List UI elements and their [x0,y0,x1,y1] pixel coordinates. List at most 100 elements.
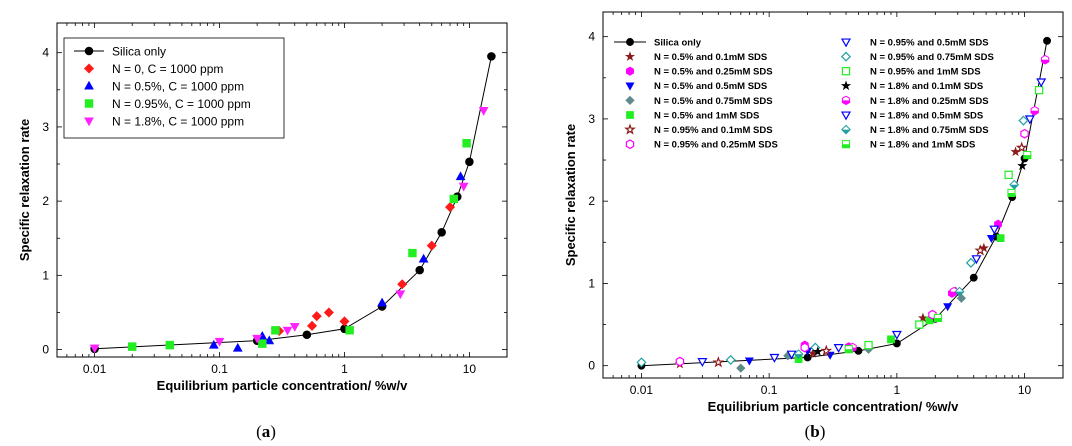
legend-label: Silica only [654,37,702,48]
series-4 [736,293,966,373]
data-point [1020,128,1029,139]
legend-entry: N = 0.95% and 0.1mM SDS [624,123,773,136]
panel-b-caption: (b) [805,422,826,441]
data-point [736,363,746,373]
legend-entry: N = 1.8% and 1mM SDS [841,140,975,151]
legend-marker [625,139,635,150]
data-point [891,330,902,340]
y-axis-label: Specific relaxation rate [563,124,578,266]
legend-entry: N = 0.95%, C = 1000 ppm [84,97,251,111]
panel-a-chart: 0.01 0.1 1 10 0 1 2 3 4 Equilibrium particle conc… [17,22,508,393]
series-15 [844,151,1032,354]
data-point [264,335,275,345]
series-4 [89,107,489,354]
data-point [437,228,446,237]
legend: Silica only N = 0, C = 1000 ppm N = 0.5%, … [63,37,285,139]
legend-label: N = 1.8% and 1mM SDS [870,140,975,151]
data-point [974,244,987,256]
y-tick-label: 2 [588,194,595,208]
legend-marker [625,82,635,91]
data-point [1018,115,1029,126]
data-point [478,107,489,116]
data-point [128,342,137,351]
x-tick-label: 0.01 [83,362,107,376]
data-point [769,353,780,363]
data-point [800,342,809,353]
data-point [996,234,1005,243]
legend-marker [84,117,94,127]
series-8 [697,115,1035,367]
data-point [445,202,456,213]
data-point [812,346,823,356]
plot-frame [56,22,508,358]
legend-label: N = 0.5% and 0.75mM SDS [654,96,773,107]
legend-marker [84,46,94,56]
data-point [1030,105,1039,116]
legend-label: Silica only [112,44,166,58]
legend-marker [840,111,852,121]
x-tick-label: 10 [463,362,477,376]
legend-entry: N = 1.8% and 0.75mM SDS [841,124,989,136]
series-14 [793,179,1020,360]
legend-entry: N = 0.95% and 1mM SDS [841,67,981,78]
data-point [971,255,982,265]
data-point [307,320,318,331]
legend-label: N = 0.95% and 0.1mM SDS [654,125,773,136]
plot-frame [602,11,1064,379]
data-point [311,311,322,322]
data-point [214,337,225,347]
legend-marker [84,80,94,90]
data-point [793,349,804,360]
series-9 [636,115,1029,368]
data-point [1036,78,1047,88]
data-point [844,345,853,354]
series-6 [712,141,1028,368]
legend-marker [841,124,851,135]
data-point [986,234,996,243]
legend-entry: Silica only [74,44,166,58]
data-point [1015,141,1028,153]
y-tick-label: 0 [42,343,49,357]
series-3 [128,139,471,351]
data-point [1023,151,1032,160]
legend-marker [841,95,851,106]
data-point [89,344,100,354]
x-axis-label: Equilibrium particle concentration/ %w/v [708,399,959,414]
series-1 [274,202,456,337]
data-point [712,356,725,368]
y-tick-label: 4 [42,46,49,60]
data-point [487,52,496,61]
data-point [1007,188,1016,198]
data-point [271,326,280,335]
legend-entry: Silica only [614,37,702,48]
y-axis-label: Specific relaxation rate [17,119,32,261]
legend-entry: N = 0.5% and 0.1mM SDS [624,51,767,63]
data-point [377,297,387,307]
x-tick-label: 0.1 [211,362,228,376]
y-tick-label: 2 [42,194,49,208]
series-13 [786,78,1047,360]
legend-entry: N = 1.8% and 0.5mM SDS [840,110,983,121]
legend-entry: N = 1.8% and 0.25mM SDS [841,95,989,107]
legend-marker [624,51,636,61]
data-point [969,273,978,282]
x-axis-label: Equilibrium particle concentration/ %w/v [157,378,408,393]
data-point [252,334,263,344]
legend-label: N = 0.5% and 0.25mM SDS [654,67,773,78]
data-point [289,323,300,332]
legend-marker [626,111,634,119]
legend-marker [841,140,851,149]
data-point [1041,54,1050,65]
data-point [744,357,754,366]
data-point [395,290,406,300]
legend-marker [626,38,634,46]
data-point [675,356,685,367]
series-1 [674,146,1021,369]
legend: Silica only N = 0.5% and 0.1mM SDS N = 0.5… [614,37,994,151]
data-point [465,157,474,167]
legend-label: N = 1.8% and 0.1mM SDS [870,81,983,92]
data-point [725,354,736,365]
legend-label: N = 1.8%, C = 1000 ppm [112,114,244,128]
data-point [449,194,458,204]
